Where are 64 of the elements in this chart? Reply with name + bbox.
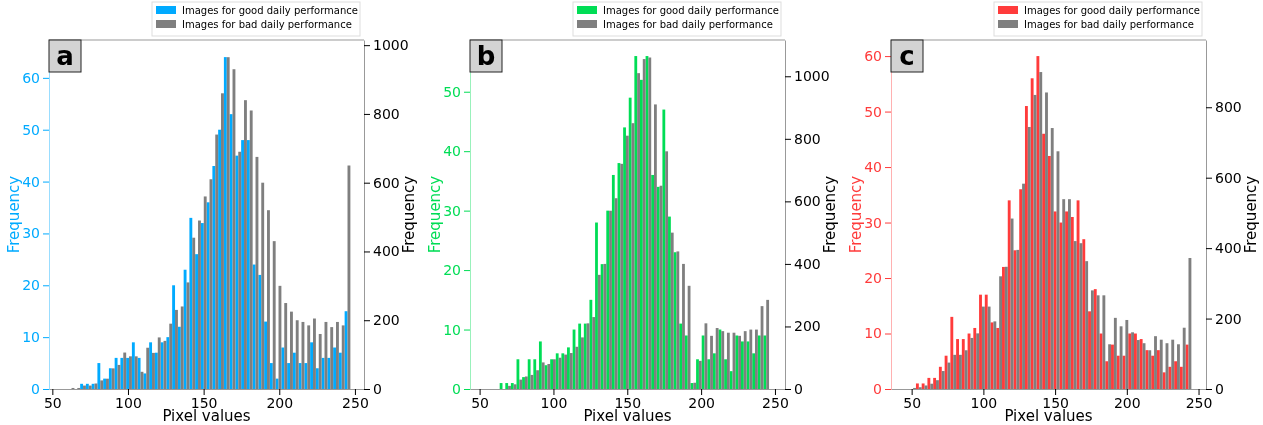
y-tick-label: 10 xyxy=(443,321,461,338)
legend-label: Images for good daily performance xyxy=(182,5,358,16)
x-tick-label: 200 xyxy=(688,394,715,411)
y2-tick-label: 600 xyxy=(1215,169,1242,186)
y2-tick-label: 200 xyxy=(794,318,821,335)
annotation: c xyxy=(899,41,915,71)
y-tick-label: 60 xyxy=(864,48,882,65)
y-tick-label: 10 xyxy=(864,325,882,342)
y2-tick-label: 0 xyxy=(373,380,382,397)
y-axis-title: Frequency xyxy=(426,175,444,254)
y-tick-label: 40 xyxy=(864,159,882,176)
x-tick-label: 200 xyxy=(266,394,294,411)
y-tick-label: 0 xyxy=(31,380,40,397)
y2-tick-label: 600 xyxy=(794,193,821,210)
y-tick-label: 20 xyxy=(22,277,40,294)
y2-tick-label: 0 xyxy=(794,380,803,397)
y2-tick-label: 1000 xyxy=(373,37,409,54)
x-tick-label: 250 xyxy=(342,394,369,411)
x-tick-label: 100 xyxy=(540,394,568,411)
y-tick-label: 30 xyxy=(864,214,882,231)
legend-label: Images for bad daily performance xyxy=(603,19,773,30)
y2-tick-label: 1000 xyxy=(794,68,830,85)
y2-tick-label: 400 xyxy=(1215,240,1242,257)
annotation: b xyxy=(476,41,496,71)
y-axis-title: Frequency xyxy=(847,175,865,254)
y-tick-label: 60 xyxy=(22,69,40,86)
x-tick-label: 250 xyxy=(1185,394,1213,411)
legend-label: Images for bad daily performance xyxy=(1024,19,1194,30)
y-axis-title: Frequency xyxy=(5,175,23,254)
y2-tick-label: 600 xyxy=(373,174,400,191)
annotation: a xyxy=(56,41,74,71)
y2-tick-label: 400 xyxy=(373,243,400,260)
legend-label: Images for bad daily performance xyxy=(182,19,352,30)
y-tick-label: 10 xyxy=(22,329,40,346)
y2-axis-title: Frequency xyxy=(1242,175,1260,254)
y-tick-label: 30 xyxy=(22,225,40,242)
y-tick-label: 50 xyxy=(443,83,461,100)
x-tick-label: 50 xyxy=(471,394,490,411)
y2-tick-label: 0 xyxy=(1215,380,1224,397)
y2-tick-label: 800 xyxy=(373,105,400,122)
x-tick-label: 50 xyxy=(903,394,922,411)
y2-axis-title: Frequency xyxy=(400,175,418,254)
y-tick-label: 0 xyxy=(873,380,882,397)
legend-label: Images for good daily performance xyxy=(603,5,779,16)
x-tick-label: 200 xyxy=(1113,394,1141,411)
y-tick-label: 0 xyxy=(452,380,461,397)
y2-tick-label: 200 xyxy=(1215,310,1242,327)
y2-axis-title: Frequency xyxy=(821,175,839,254)
y2-tick-label: 200 xyxy=(373,312,400,329)
y2-tick-label: 800 xyxy=(794,130,821,147)
y-tick-label: 40 xyxy=(443,143,461,160)
y-tick-label: 50 xyxy=(864,103,882,120)
x-tick-label: 100 xyxy=(970,394,998,411)
x-tick-label: 50 xyxy=(43,394,62,411)
y-tick-label: 20 xyxy=(443,262,461,279)
y2-tick-label: 400 xyxy=(794,255,821,272)
y-tick-label: 40 xyxy=(22,173,40,190)
y-tick-label: 20 xyxy=(864,270,882,287)
y2-tick-label: 800 xyxy=(1215,99,1242,116)
legend-label: Images for good daily performance xyxy=(1024,5,1200,16)
y-tick-label: 50 xyxy=(22,121,40,138)
x-tick-label: 250 xyxy=(762,394,789,411)
y-tick-label: 30 xyxy=(443,202,461,219)
x-tick-label: 100 xyxy=(115,394,142,411)
